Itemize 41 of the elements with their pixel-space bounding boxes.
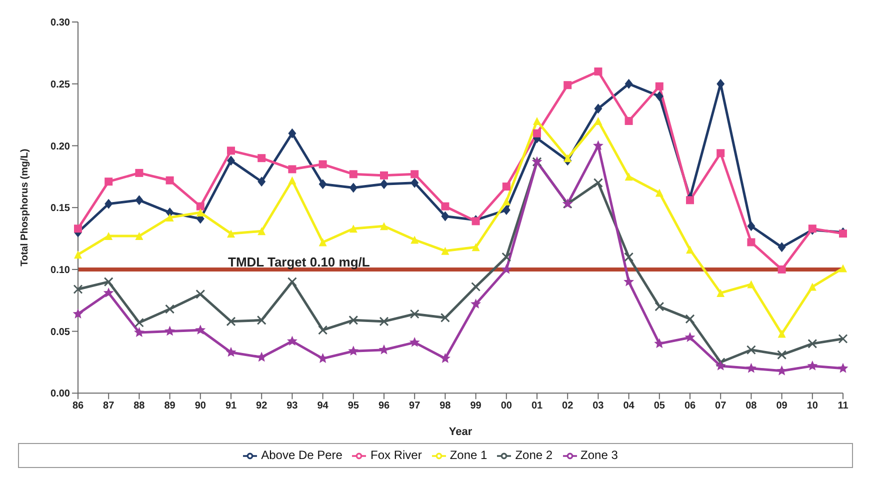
x-tick-label: 05: [654, 400, 666, 412]
ref-line-label: TMDL Target 0.10 mg/L: [228, 254, 370, 270]
x-tick-label: 98: [440, 400, 452, 412]
x-tick-label: 00: [500, 400, 512, 412]
x-tick-label: 89: [164, 400, 176, 412]
x-tick-label: 95: [348, 400, 360, 412]
x-tick-label: 99: [470, 400, 482, 412]
x-tick-label: 11: [838, 400, 849, 412]
x-tick-label: 93: [286, 400, 298, 412]
x-tick-label: 88: [134, 400, 146, 412]
x-tick-label: 01: [531, 400, 543, 412]
y-tick-label: 0.25: [50, 79, 70, 90]
x-tick-label: 90: [194, 400, 206, 412]
y-tick-label: 0.15: [50, 203, 70, 214]
x-tick-label: 02: [562, 400, 574, 412]
x-tick-label: 87: [103, 400, 115, 412]
x-tick-label: 92: [256, 400, 268, 412]
x-tick-label: 09: [776, 400, 788, 412]
x-tick-label: 03: [592, 400, 604, 412]
legend-label: Zone 3: [580, 448, 618, 462]
legend-label: Zone 2: [515, 448, 553, 462]
y-tick-label: 0.30: [50, 18, 70, 29]
x-tick-label: 06: [684, 400, 696, 412]
legend-label: Above De Pere: [261, 448, 342, 462]
x-tick-label: 10: [806, 400, 818, 412]
x-tick-label: 04: [623, 400, 635, 412]
y-axis-title: Total Phosphorus (mg/L): [20, 148, 31, 266]
x-tick-label: 91: [225, 400, 237, 412]
x-tick-label: 07: [715, 400, 727, 412]
y-tick-label: 0.20: [50, 141, 70, 152]
y-tick-label: 0.10: [50, 265, 70, 276]
legend-label: Fox River: [370, 448, 422, 462]
x-tick-label: 08: [746, 400, 758, 412]
x-tick-label: 97: [409, 400, 421, 412]
x-tick-label: 94: [317, 400, 329, 412]
x-axis-title: Year: [448, 426, 473, 438]
y-tick-label: 0.05: [50, 326, 70, 338]
legend-label: Zone 1: [450, 448, 488, 462]
x-tick-label: 86: [72, 400, 84, 412]
y-tick-label: 0.00: [50, 388, 70, 400]
x-tick-label: 96: [378, 400, 390, 412]
